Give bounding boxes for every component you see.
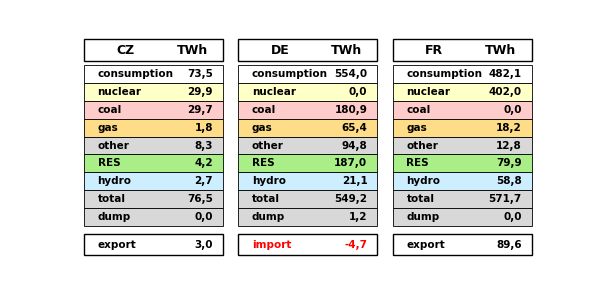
FancyBboxPatch shape <box>238 39 377 61</box>
FancyBboxPatch shape <box>393 83 532 101</box>
FancyBboxPatch shape <box>238 190 377 208</box>
FancyBboxPatch shape <box>393 208 532 226</box>
FancyBboxPatch shape <box>393 234 532 255</box>
Text: 187,0: 187,0 <box>334 158 367 168</box>
Text: gas: gas <box>406 123 427 133</box>
Text: nuclear: nuclear <box>98 87 141 97</box>
Text: export: export <box>406 240 445 250</box>
Text: RES: RES <box>406 158 429 168</box>
Text: consumption: consumption <box>252 69 328 79</box>
Text: FR: FR <box>425 44 443 57</box>
Text: export: export <box>98 240 136 250</box>
Text: total: total <box>252 194 280 204</box>
Text: gas: gas <box>252 123 273 133</box>
FancyBboxPatch shape <box>84 65 223 83</box>
Text: 79,9: 79,9 <box>496 158 522 168</box>
Text: RES: RES <box>252 158 275 168</box>
FancyBboxPatch shape <box>393 101 532 119</box>
Text: total: total <box>406 194 435 204</box>
Text: coal: coal <box>252 105 276 115</box>
Text: 3,0: 3,0 <box>194 240 213 250</box>
Text: hydro: hydro <box>252 176 286 186</box>
FancyBboxPatch shape <box>238 172 377 190</box>
Text: 73,5: 73,5 <box>187 69 213 79</box>
FancyBboxPatch shape <box>84 155 223 172</box>
Text: 76,5: 76,5 <box>187 194 213 204</box>
Text: coal: coal <box>406 105 430 115</box>
Text: 1,8: 1,8 <box>194 123 213 133</box>
FancyBboxPatch shape <box>238 137 377 155</box>
Text: 549,2: 549,2 <box>334 194 367 204</box>
Text: dump: dump <box>98 212 131 222</box>
FancyBboxPatch shape <box>393 39 532 61</box>
Text: import: import <box>252 240 291 250</box>
Text: 2,7: 2,7 <box>194 176 213 186</box>
FancyBboxPatch shape <box>238 208 377 226</box>
Text: other: other <box>406 141 438 151</box>
Text: 12,8: 12,8 <box>496 141 522 151</box>
Text: 8,3: 8,3 <box>194 141 213 151</box>
Text: 65,4: 65,4 <box>341 123 367 133</box>
Text: TWh: TWh <box>176 44 208 57</box>
Text: consumption: consumption <box>406 69 482 79</box>
Text: 482,1: 482,1 <box>489 69 522 79</box>
Text: other: other <box>252 141 284 151</box>
Text: dump: dump <box>406 212 439 222</box>
FancyBboxPatch shape <box>238 119 377 137</box>
Text: 29,7: 29,7 <box>187 105 213 115</box>
Text: 0,0: 0,0 <box>503 105 522 115</box>
FancyBboxPatch shape <box>238 101 377 119</box>
FancyBboxPatch shape <box>238 65 377 83</box>
Text: 402,0: 402,0 <box>489 87 522 97</box>
Text: 0,0: 0,0 <box>503 212 522 222</box>
Text: DE: DE <box>270 44 289 57</box>
FancyBboxPatch shape <box>393 172 532 190</box>
Text: coal: coal <box>98 105 122 115</box>
Text: 180,9: 180,9 <box>335 105 367 115</box>
FancyBboxPatch shape <box>393 155 532 172</box>
Text: total: total <box>98 194 126 204</box>
Text: 58,8: 58,8 <box>496 176 522 186</box>
FancyBboxPatch shape <box>238 234 377 255</box>
Text: consumption: consumption <box>98 69 173 79</box>
Text: 89,6: 89,6 <box>496 240 522 250</box>
Text: CZ: CZ <box>116 44 134 57</box>
FancyBboxPatch shape <box>393 190 532 208</box>
FancyBboxPatch shape <box>84 39 223 61</box>
Text: gas: gas <box>98 123 119 133</box>
FancyBboxPatch shape <box>84 208 223 226</box>
FancyBboxPatch shape <box>84 83 223 101</box>
Text: nuclear: nuclear <box>252 87 296 97</box>
FancyBboxPatch shape <box>84 137 223 155</box>
Text: 1,2: 1,2 <box>349 212 367 222</box>
FancyBboxPatch shape <box>84 172 223 190</box>
Text: hydro: hydro <box>98 176 132 186</box>
FancyBboxPatch shape <box>393 119 532 137</box>
Text: 571,7: 571,7 <box>489 194 522 204</box>
Text: RES: RES <box>98 158 120 168</box>
FancyBboxPatch shape <box>238 83 377 101</box>
Text: 18,2: 18,2 <box>496 123 522 133</box>
FancyBboxPatch shape <box>84 190 223 208</box>
Text: 0,0: 0,0 <box>194 212 213 222</box>
Text: 94,8: 94,8 <box>341 141 367 151</box>
FancyBboxPatch shape <box>393 137 532 155</box>
Text: 0,0: 0,0 <box>349 87 367 97</box>
Text: 21,1: 21,1 <box>341 176 367 186</box>
Text: 554,0: 554,0 <box>334 69 367 79</box>
Text: nuclear: nuclear <box>406 87 450 97</box>
Text: TWh: TWh <box>485 44 517 57</box>
Text: 4,2: 4,2 <box>194 158 213 168</box>
Text: hydro: hydro <box>406 176 441 186</box>
FancyBboxPatch shape <box>238 155 377 172</box>
FancyBboxPatch shape <box>84 101 223 119</box>
Text: -4,7: -4,7 <box>344 240 367 250</box>
FancyBboxPatch shape <box>84 234 223 255</box>
Text: other: other <box>98 141 129 151</box>
FancyBboxPatch shape <box>84 119 223 137</box>
FancyBboxPatch shape <box>393 65 532 83</box>
Text: dump: dump <box>252 212 285 222</box>
Text: TWh: TWh <box>331 44 362 57</box>
Text: 29,9: 29,9 <box>187 87 213 97</box>
